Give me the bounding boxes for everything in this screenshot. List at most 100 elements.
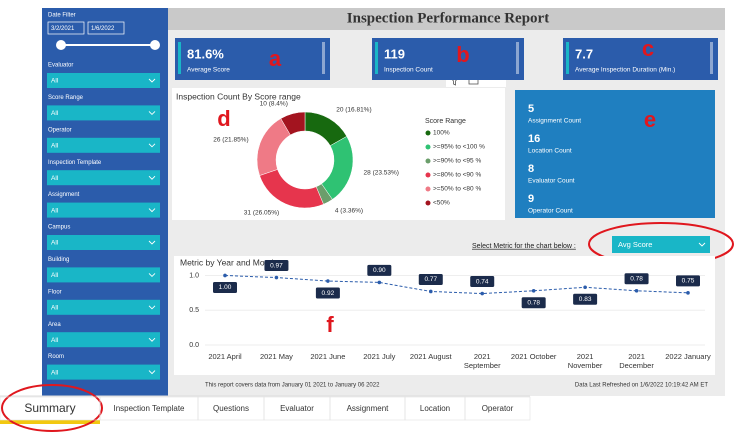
chevron — [148, 370, 156, 375]
date-filter-label: Date Filter — [48, 13, 76, 19]
kpi-label: Inspection Count — [384, 67, 433, 74]
report-title: Inspection Performance Report — [347, 10, 549, 26]
legend-label: >=95% to <100 % — [433, 144, 485, 151]
filter-dropdown[interactable] — [47, 267, 160, 283]
annotation: b — [456, 42, 469, 67]
x-tick-label: 2021 July — [363, 352, 396, 361]
filter-value: All — [51, 175, 59, 182]
tab-label: Assignment — [347, 404, 390, 413]
legend-title: Score Range — [425, 118, 466, 125]
line — [224, 274, 689, 295]
slider-handle[interactable] — [56, 40, 66, 50]
annotation: f — [326, 312, 334, 337]
tab[interactable] — [464, 396, 531, 421]
filter-value: All — [51, 143, 59, 150]
date-input[interactable] — [47, 21, 85, 35]
data-label: 0.75 — [682, 278, 695, 285]
slice-label: 4 (3.36%) — [335, 208, 363, 215]
filter-label: Evaluator — [48, 63, 73, 69]
filter-dropdown[interactable] — [47, 299, 160, 315]
filter-dropdown[interactable] — [47, 202, 160, 218]
sidebar — [42, 8, 168, 396]
filter-label: Score Range — [48, 95, 84, 101]
chevron — [148, 175, 156, 180]
label-box — [264, 260, 289, 272]
data-label: 0.74 — [476, 278, 489, 285]
annotation: e — [644, 107, 656, 132]
legend-swatch — [425, 158, 431, 164]
filter-dropdown[interactable] — [47, 364, 160, 380]
count-value: 8 — [528, 163, 534, 175]
x-tick-label: 2021 May — [259, 352, 293, 361]
legend-swatch — [425, 144, 431, 150]
count-label: Evaluator Count — [528, 178, 575, 185]
chevron — [148, 143, 156, 148]
tab-bar — [0, 396, 736, 424]
label-box — [521, 297, 546, 309]
legend-swatch — [425, 200, 431, 206]
data-label: 0.78 — [527, 299, 540, 306]
highlight-ellipse — [1, 384, 103, 432]
slider-handle[interactable] — [150, 40, 160, 50]
kpi-card — [175, 38, 330, 80]
point — [634, 288, 639, 293]
filter-value: All — [51, 369, 59, 376]
tab-label: Location — [420, 404, 450, 413]
filter-label: Room — [48, 354, 64, 360]
x-tick-label: 2021 August — [409, 352, 452, 361]
data-label: 0.97 — [270, 262, 283, 269]
donut-title: Inspection Count By Score range — [176, 91, 301, 101]
filter-dropdown[interactable] — [47, 137, 160, 153]
point — [223, 273, 227, 278]
x-tick-label: 2022 January — [665, 352, 711, 361]
filter-dropdown[interactable] — [47, 235, 160, 250]
x-tick-label: 2021 June — [310, 352, 346, 361]
count-label: Assignment Count — [528, 118, 581, 125]
filter-dropdown[interactable] — [47, 105, 160, 121]
y-tick-label: 0.5 — [189, 307, 199, 314]
filter-value: All — [51, 207, 59, 214]
annotation: c — [642, 36, 654, 61]
x-tick-label: 2021 October — [510, 352, 557, 361]
data-label: 0.77 — [424, 276, 437, 283]
kpi-accent — [710, 42, 713, 74]
count-value: 5 — [528, 103, 534, 115]
annotation: d — [217, 106, 230, 131]
donut-slice — [280, 111, 306, 136]
filter-label: Campus — [48, 225, 70, 231]
point — [274, 275, 279, 280]
slice-label: 10 (8.4%) — [260, 101, 288, 108]
filter-dropdown[interactable] — [47, 332, 160, 348]
date-start: 3/2/2021 — [51, 26, 75, 32]
date-input[interactable] — [87, 21, 125, 35]
data-label: 0.90 — [373, 267, 386, 274]
date-end: 1/6/2022 — [91, 26, 115, 32]
x-tick-label: 2021 December — [619, 352, 654, 370]
kpi-accent — [566, 42, 569, 74]
legend-label: >=50% to <80 % — [433, 186, 481, 193]
filter-dropdown[interactable] — [47, 170, 160, 186]
filter-label: Inspection Template — [48, 160, 102, 166]
chevron — [148, 78, 156, 83]
legend-label: <50% — [433, 200, 450, 207]
chevron — [148, 240, 156, 245]
kpi-card — [372, 38, 524, 80]
annotation: a — [269, 46, 282, 71]
point — [480, 291, 485, 296]
kpi-value: 7.7 — [575, 46, 593, 61]
chevron — [148, 111, 156, 116]
chevron — [148, 273, 156, 278]
label-box — [418, 273, 443, 285]
label-box — [676, 275, 700, 287]
kpi-label: Average Inspection Duration (Min.) — [575, 67, 675, 74]
x-tick-label: 2021 April — [208, 352, 242, 361]
filter-dropdown[interactable] — [47, 73, 160, 88]
data-label: 1.00 — [219, 284, 232, 291]
kpi-accent — [322, 42, 325, 74]
kpi-accent — [375, 42, 378, 74]
filter-value: All — [51, 337, 59, 344]
point — [377, 280, 382, 285]
x-tick-label: 2021 September — [463, 352, 501, 370]
metric-dropdown[interactable] — [612, 236, 710, 253]
